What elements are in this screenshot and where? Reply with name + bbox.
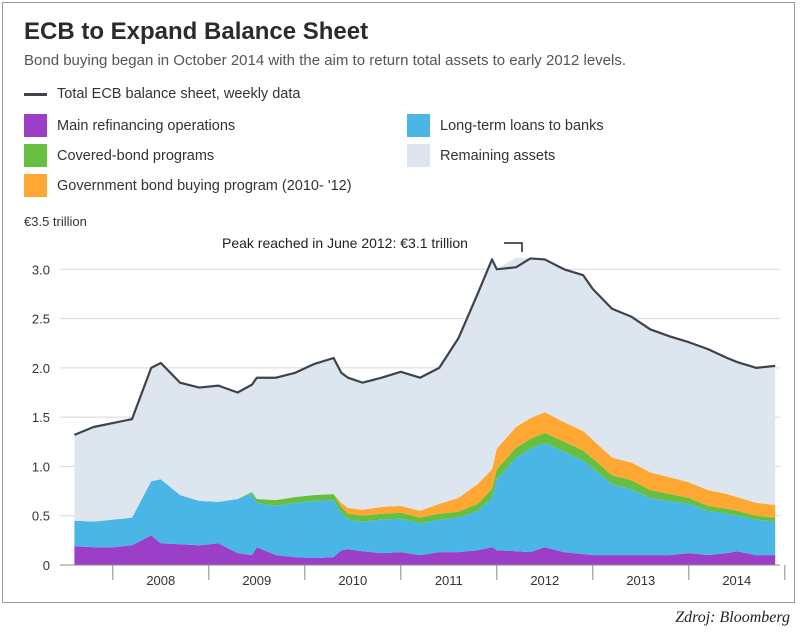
y-tick-label: 0.5 <box>32 509 50 524</box>
area-main-refinancing-operations <box>74 535 776 565</box>
peak-annotation-group: Peak reached in June 2012: €3.1 trillion <box>222 235 523 252</box>
legend-swatch-main-refinancing <box>24 114 47 137</box>
y-tick-label: 2.0 <box>32 361 50 376</box>
legend-label-covered-bond: Covered-bond programs <box>57 147 215 164</box>
legend-item-covered-bond: Covered-bond programs <box>24 144 214 167</box>
legend-swatch-remaining-assets <box>407 144 430 167</box>
y-tick-label: 1.5 <box>32 410 50 425</box>
legend-swatch-government-bond <box>24 174 47 197</box>
source-credit: Zdroj: Bloomberg <box>675 609 790 626</box>
total-balance-line <box>73 257 776 436</box>
legend-label-remaining-assets: Remaining assets <box>440 147 556 164</box>
y-tick-label: 0 <box>43 558 50 573</box>
x-tick-label: 2014 <box>722 573 751 588</box>
legend-label-government-bond: Government bond buying program (2010- '1… <box>57 177 352 194</box>
x-axis: 2008 2009 2010 2011 2012 2013 2014 <box>60 564 786 588</box>
legend-item-long-term-loans: Long-term loans to banks <box>407 114 604 137</box>
legend-swatch-total-line <box>24 92 47 96</box>
total-line-layer <box>73 257 776 436</box>
legend-label-main-refinancing: Main refinancing operations <box>57 117 236 134</box>
stacked-areas <box>74 257 776 565</box>
area-government-bond-buying-program-2010-12 <box>74 412 776 522</box>
x-tick-label: 2013 <box>626 573 655 588</box>
peak-annotation: Peak reached in June 2012: €3.1 trillion <box>222 235 468 251</box>
y-tick-label: 2.5 <box>32 312 50 327</box>
legend-item-government-bond: Government bond buying program (2010- '1… <box>24 174 352 197</box>
x-tick-label: 2012 <box>530 573 559 588</box>
legend-item-main-refinancing: Main refinancing operations <box>24 114 235 137</box>
legend-label-long-term-loans: Long-term loans to banks <box>440 117 604 134</box>
legend-item-total-line: Total ECB balance sheet, weekly data <box>24 86 300 102</box>
y-tick-label: 3.0 <box>32 262 50 277</box>
chart-subtitle: Bond buying began in October 2014 with t… <box>24 52 627 69</box>
legend-swatch-covered-bond <box>24 144 47 167</box>
x-tick-label: 2009 <box>242 573 271 588</box>
y-tick-label: 1.0 <box>32 459 50 474</box>
y-axis-unit-label: €3.5 trillion <box>24 214 87 229</box>
legend-item-remaining-assets: Remaining assets <box>407 144 555 167</box>
x-tick-label: 2011 <box>435 573 463 588</box>
legend-swatch-long-term-loans <box>407 114 430 137</box>
area-remaining-assets <box>74 257 776 522</box>
chart-title: ECB to Expand Balance Sheet <box>24 18 369 45</box>
y-axis-ticks: 0 0.5 1.0 1.5 2.0 2.5 3.0 <box>32 262 50 573</box>
x-tick-label: 2010 <box>338 573 367 588</box>
area-long-term-loans-to-banks <box>74 442 776 559</box>
legend-label-total-line: Total ECB balance sheet, weekly data <box>57 86 301 102</box>
x-tick-label: 2008 <box>146 573 175 588</box>
peak-annotation-bracket <box>504 242 523 252</box>
